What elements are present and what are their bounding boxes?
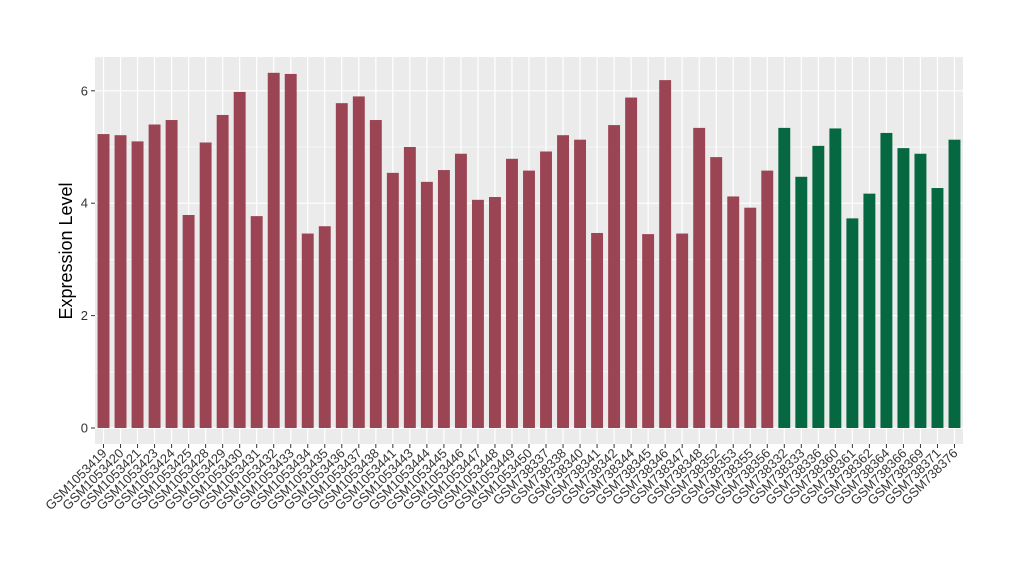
bar [761,170,774,428]
bar [727,196,740,428]
bar [471,199,484,428]
bar [403,147,416,428]
y-tick-label: 2 [81,308,88,323]
y-tick-label: 4 [81,196,88,211]
bar [437,170,450,429]
bar [880,132,893,428]
bar [829,128,842,429]
bar [386,172,399,428]
bar [931,188,944,428]
bar [693,127,706,428]
bar [676,233,689,428]
bar [420,181,433,428]
bar [778,127,791,428]
bar [897,148,910,428]
bar [659,80,672,428]
bar [148,124,161,429]
bar [744,207,757,428]
bar [250,216,263,428]
y-tick-label: 6 [81,83,88,98]
y-axis: 0 2 4 6 [81,83,95,436]
bar [318,226,331,428]
bar [948,139,961,428]
y-tick-label: 0 [81,421,88,436]
bar [454,153,467,428]
bar [846,218,859,428]
bar [506,158,518,428]
bar [523,170,535,428]
bar [216,114,229,428]
bar [131,141,144,428]
x-axis: GSM1053419GSM1053420GSM1053421GSM1053423… [42,444,961,513]
bar [335,103,348,428]
bar [182,215,195,428]
bar [284,73,297,428]
bar [352,96,365,429]
bar [812,145,825,428]
bar [267,72,280,428]
bar [199,142,212,428]
bar [165,120,178,429]
bar [642,234,655,428]
bar [97,134,110,428]
bar [540,151,552,428]
y-axis-title: Expression Level [56,182,76,319]
bar [114,135,127,428]
bar [591,232,604,428]
bar [574,139,587,428]
bar [863,193,876,428]
bar [914,153,927,428]
bar [608,125,621,428]
bar [233,91,246,428]
bar [710,157,723,428]
bar [369,120,382,429]
bar [557,135,569,428]
bar [489,197,501,428]
bar [625,97,638,428]
bar [795,176,808,428]
bar [301,233,314,428]
bars [97,72,961,429]
